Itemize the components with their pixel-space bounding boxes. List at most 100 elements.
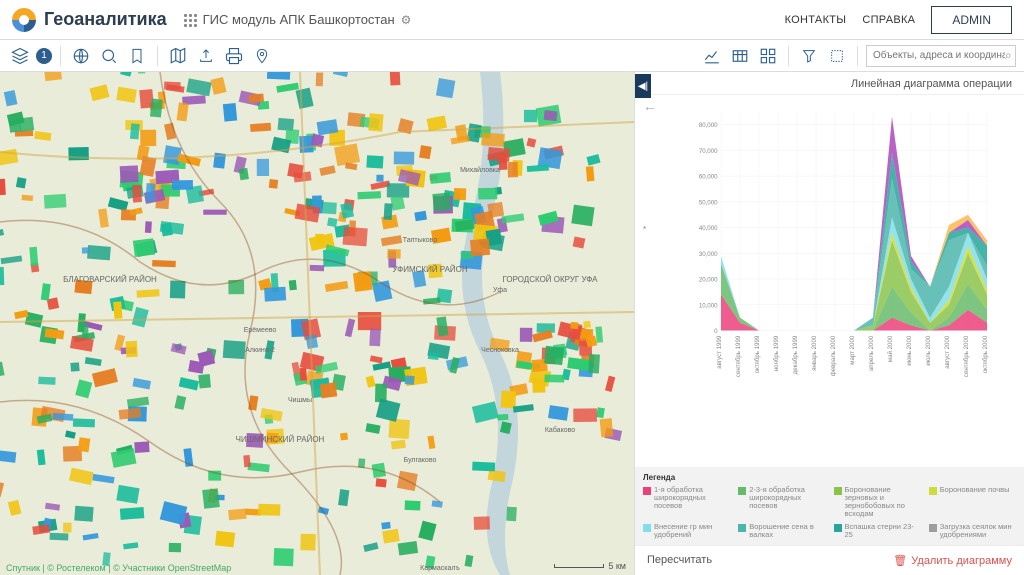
- svg-text:Кабаково: Кабаково: [545, 426, 575, 434]
- export-icon[interactable]: [194, 44, 218, 68]
- svg-text:Таптыково: Таптыково: [403, 237, 438, 244]
- svg-text:январь 2000: январь 2000: [811, 335, 818, 371]
- search-icon[interactable]: ⌕: [1005, 48, 1012, 63]
- zoom-extent-icon[interactable]: [97, 44, 121, 68]
- brand-logo[interactable]: Геоаналитика: [12, 8, 167, 32]
- legend-label: Внесение гр мин удобрений: [654, 523, 730, 540]
- svg-text:апрель 2000: апрель 2000: [868, 335, 875, 371]
- contacts-link[interactable]: КОНТАКТЫ: [785, 14, 847, 26]
- legend-label: 2-3-я обработка широкорядных посевов: [749, 486, 825, 511]
- svg-text:ноябрь 1999: ноябрь 1999: [773, 335, 780, 371]
- legend-swatch: [834, 487, 842, 495]
- panel-title: Линейная диаграмма операции: [635, 72, 1024, 95]
- layer-count-badge: 1: [36, 48, 52, 64]
- logo-icon: [12, 8, 36, 32]
- legend-swatch: [643, 524, 651, 532]
- legend-swatch: [929, 524, 937, 532]
- svg-text:июнь 2000: июнь 2000: [906, 335, 913, 365]
- chart-line-icon[interactable]: [700, 44, 724, 68]
- svg-text:Чесноковка: Чесноковка: [481, 347, 519, 354]
- legend-label: Ворошение сена в валках: [749, 523, 825, 540]
- legend-item[interactable]: Загрузка сеялок мин удобрениями: [929, 523, 1016, 540]
- svg-text:октябрь 2000: октябрь 2000: [982, 335, 989, 373]
- legend-swatch: [834, 524, 842, 532]
- svg-text:80,000: 80,000: [699, 122, 718, 129]
- svg-text:УФИМСКИЙ РАЙОН: УФИМСКИЙ РАЙОН: [392, 265, 468, 274]
- svg-text:40,000: 40,000: [699, 225, 718, 232]
- line-chart: 010,00020,00030,00040,00050,00060,00070,…: [671, 103, 1016, 383]
- search-input[interactable]: ⌕: [866, 45, 1016, 67]
- svg-text:60,000: 60,000: [699, 174, 718, 181]
- svg-text:Михайловка: Михайловка: [460, 166, 500, 174]
- svg-text:50,000: 50,000: [699, 199, 718, 206]
- svg-text:Чишмы: Чишмы: [288, 397, 312, 404]
- apps-icon: [183, 13, 197, 27]
- bookmark-icon[interactable]: [125, 44, 149, 68]
- svg-text:сентябрь 2000: сентябрь 2000: [963, 335, 970, 377]
- delete-chart-button[interactable]: 🗑 Удалить диаграмму: [893, 554, 1012, 567]
- table-icon[interactable]: [728, 44, 752, 68]
- legend-label: 1-я обработка широкорядных посевов: [654, 486, 730, 511]
- filter-icon[interactable]: [797, 44, 821, 68]
- legend-item[interactable]: Вспашка стерни 23-25: [834, 523, 921, 540]
- svg-text:июль 2000: июль 2000: [925, 335, 932, 365]
- help-link[interactable]: СПРАВКА: [862, 14, 915, 26]
- svg-text:ЧИШМИНСКИЙ РАЙОН: ЧИШМИНСКИЙ РАЙОН: [236, 435, 325, 444]
- trash-icon: 🗑: [893, 554, 907, 567]
- print-icon[interactable]: [222, 44, 246, 68]
- pin-icon[interactable]: [250, 44, 274, 68]
- grid-icon[interactable]: [756, 44, 780, 68]
- legend-swatch: [738, 524, 746, 532]
- svg-text:сентябрь 1999: сентябрь 1999: [735, 335, 742, 377]
- recalc-button[interactable]: Пересчитать: [647, 554, 712, 567]
- legend-item[interactable]: Боронование почвы: [929, 486, 1016, 519]
- legend-swatch: [643, 487, 651, 495]
- legend-label: Загрузка сеялок мин удобрениями: [940, 523, 1016, 540]
- globe-icon[interactable]: [69, 44, 93, 68]
- svg-text:Ерёмеево: Ерёмеево: [244, 327, 277, 334]
- map-canvas[interactable]: БЛАГОВАРСКИЙ РАЙОН ЧИШМИНСКИЙ РАЙОН Михайл…: [0, 72, 634, 575]
- legend: Легенда 1-я обработка широкорядных посев…: [635, 467, 1024, 546]
- svg-text:Кармаскалъ: Кармаскалъ: [420, 565, 460, 572]
- chart-panel: ◀| Линейная диаграмма операции ← * 010,0…: [634, 72, 1024, 575]
- search-field[interactable]: [873, 50, 1005, 61]
- svg-text:70,000: 70,000: [699, 148, 718, 155]
- legend-item[interactable]: 2-3-я обработка широкорядных посевов: [738, 486, 825, 519]
- chart-area: * 010,00020,00030,00040,00050,00060,0007…: [635, 95, 1024, 467]
- gear-icon[interactable]: ⚙: [401, 13, 412, 27]
- svg-text:август 1999: август 1999: [716, 335, 723, 369]
- svg-text:август 2000: август 2000: [944, 335, 951, 369]
- map-scale: 5 км: [554, 561, 626, 571]
- svg-text:март 2000: март 2000: [849, 335, 856, 365]
- svg-text:Уфа: Уфа: [493, 287, 507, 294]
- svg-text:ГОРОДСКОЙ ОКРУГ УФА: ГОРОДСКОЙ ОКРУГ УФА: [502, 275, 598, 284]
- svg-text:Булгаково: Булгаково: [404, 457, 437, 464]
- svg-text:Алкино-2: Алкино-2: [245, 347, 275, 354]
- map-svg: БЛАГОВАРСКИЙ РАЙОН ЧИШМИНСКИЙ РАЙОН Михайл…: [0, 72, 634, 575]
- admin-button[interactable]: ADMIN: [931, 6, 1012, 34]
- legend-item[interactable]: Ворошение сена в валках: [738, 523, 825, 540]
- module-picker[interactable]: ГИС модуль АПК Башкортостан ⚙: [183, 12, 412, 27]
- legend-item[interactable]: 1-я обработка широкорядных посевов: [643, 486, 730, 519]
- svg-text:февраль 2000: февраль 2000: [830, 335, 837, 376]
- select-icon[interactable]: [825, 44, 849, 68]
- module-name: ГИС модуль АПК Башкортостан: [203, 12, 395, 27]
- svg-text:30,000: 30,000: [699, 251, 718, 258]
- legend-label: Вспашка стерни 23-25: [845, 523, 921, 540]
- svg-text:май 2000: май 2000: [887, 335, 894, 362]
- y-axis-label: *: [643, 225, 646, 234]
- svg-text:20,000: 20,000: [699, 277, 718, 284]
- legend-item[interactable]: Боронование зерновых и зернобобовых по в…: [834, 486, 921, 519]
- brand-name: Геоаналитика: [44, 9, 167, 30]
- legend-swatch: [929, 487, 937, 495]
- svg-text:БЛАГОВАРСКИЙ РАЙОН: БЛАГОВАРСКИЙ РАЙОН: [63, 275, 157, 284]
- svg-text:0: 0: [714, 328, 718, 335]
- legend-item[interactable]: Внесение гр мин удобрений: [643, 523, 730, 540]
- map-attribution: Спутник | © Ростелеком | © Участники Ope…: [6, 563, 231, 573]
- legend-label: Боронование зерновых и зернобобовых по в…: [845, 486, 921, 519]
- panel-collapse-handle[interactable]: ◀|: [635, 74, 651, 98]
- layers-icon[interactable]: [8, 44, 32, 68]
- svg-text:октябрь 1999: октябрь 1999: [754, 335, 761, 373]
- legend-swatch: [738, 487, 746, 495]
- basemap-icon[interactable]: [166, 44, 190, 68]
